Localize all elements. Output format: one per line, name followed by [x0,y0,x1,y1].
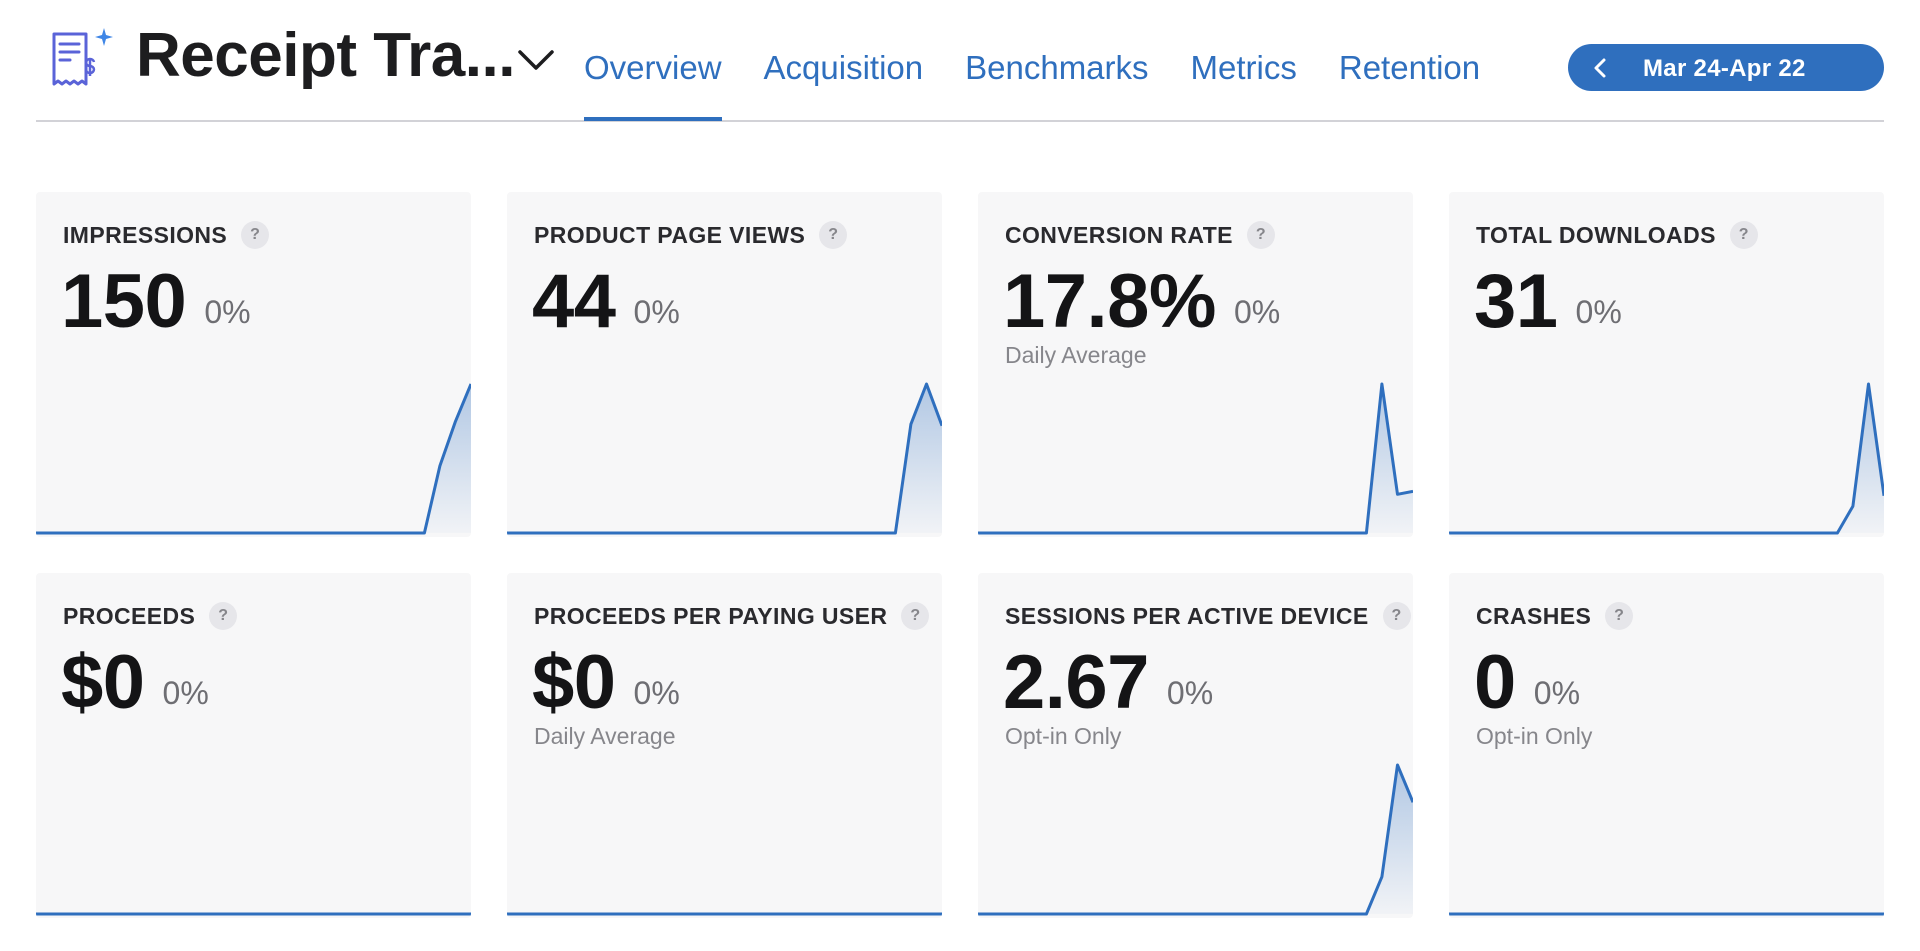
help-icon[interactable]: ? [1382,601,1411,630]
sparkline-area [36,384,471,533]
sparkline-area [1449,384,1884,533]
sparkline-line [507,382,942,535]
metric-card-proceeds-per-paying-user[interactable]: PROCEEDS PER PAYING USER? $0 0% Daily Ave… [507,573,942,918]
app-title: Receipt Tra... [136,21,515,90]
metric-label: TOTAL DOWNLOADS? [1476,220,1758,251]
metric-card-product-page-views[interactable]: PRODUCT PAGE VIEWS? 44 0% [507,192,942,537]
metric-label: PRODUCT PAGE VIEWS? [534,220,848,251]
metric-value: 2.67 0% [1003,640,1214,725]
help-icon[interactable]: ? [209,601,238,630]
metric-label: PROCEEDS? [63,601,238,632]
metric-subtitle: Daily Average [1005,342,1147,368]
metric-value: 0 0% [1474,640,1581,725]
metric-delta: 0% [1575,294,1622,330]
metric-delta: 0% [633,675,680,711]
metric-value: $0 0% [61,640,209,725]
chevron-down-icon[interactable] [516,44,556,74]
sparkline-chart [507,912,942,916]
metric-card-proceeds[interactable]: PROCEEDS? $0 0% [36,573,471,918]
metric-label: IMPRESSIONS? [63,220,270,251]
tab-benchmarks[interactable]: Benchmarks [965,49,1149,86]
tab-bar: Overview Acquisition Benchmarks Metrics … [584,0,1522,121]
tab-acquisition[interactable]: Acquisition [763,49,924,86]
sparkline-area [978,384,1413,533]
sparkline-area [978,765,1413,914]
sparkline-line [1449,382,1884,535]
metric-label: CRASHES? [1476,601,1634,632]
metric-label: CONVERSION RATE? [1005,220,1275,251]
help-icon[interactable]: ? [1729,220,1758,249]
help-icon[interactable]: ? [1605,601,1634,630]
sparkline-chart [978,382,1413,535]
metric-card-impressions[interactable]: IMPRESSIONS? 150 0% [36,192,471,537]
metric-subtitle: Opt-in Only [1476,723,1593,749]
metric-delta: 0% [633,294,680,330]
metric-subtitle: Opt-in Only [1005,723,1122,749]
date-range-label: Mar 24-Apr 22 [1643,55,1806,82]
help-icon[interactable]: ? [901,601,930,630]
sparkline-line [978,382,1413,535]
sparkline-line [36,383,471,535]
metric-delta: 0% [204,294,251,330]
metric-delta: 0% [162,675,209,711]
metric-card-sessions-per-active-device[interactable]: SESSIONS PER ACTIVE DEVICE? 2.67 0% Opt-i… [978,573,1413,918]
metric-value: 44 0% [532,259,680,344]
metric-delta: 0% [1533,675,1581,711]
metric-card-total-downloads[interactable]: TOTAL DOWNLOADS? 31 0% [1449,192,1884,537]
sparkline-chart [1449,912,1884,916]
receipt-dollar-sparkle-icon[interactable] [48,26,114,92]
sparkline-chart [1449,382,1884,535]
tab-retention[interactable]: Retention [1338,49,1481,86]
metric-value: $0 0% [532,640,680,725]
chevron-left-icon[interactable] [1590,57,1612,79]
sparkline-chart [36,383,471,535]
app-header: Receipt Tra... Overview Acquisition Benc… [36,0,1884,122]
sparkline-chart [507,382,942,535]
metric-value: 17.8% 0% [1003,259,1281,344]
metric-value: 150 0% [61,259,251,344]
help-icon[interactable]: ? [819,220,848,249]
metric-card-conversion-rate[interactable]: CONVERSION RATE? 17.8% 0% Daily Average [978,192,1413,537]
tab-metrics[interactable]: Metrics [1190,49,1297,86]
sparkline-chart [36,912,471,916]
sparkline-line [978,763,1413,916]
help-icon[interactable]: ? [1246,220,1275,249]
metric-subtitle: Daily Average [534,723,676,749]
metric-label: SESSIONS PER ACTIVE DEVICE? [1005,601,1411,632]
metric-delta: 0% [1166,675,1214,711]
metric-delta: 0% [1234,294,1281,330]
metric-value: 31 0% [1474,259,1622,344]
help-icon[interactable]: ? [241,220,270,249]
sparkline-area [507,384,942,533]
metric-label: PROCEEDS PER PAYING USER? [534,601,930,632]
metric-card-crashes[interactable]: CRASHES? 0 0% Opt-in Only [1449,573,1884,918]
tab-overview[interactable]: Overview [584,0,722,121]
sparkline-chart [978,763,1413,916]
date-range-button[interactable]: Mar 24-Apr 22 [1568,44,1884,91]
